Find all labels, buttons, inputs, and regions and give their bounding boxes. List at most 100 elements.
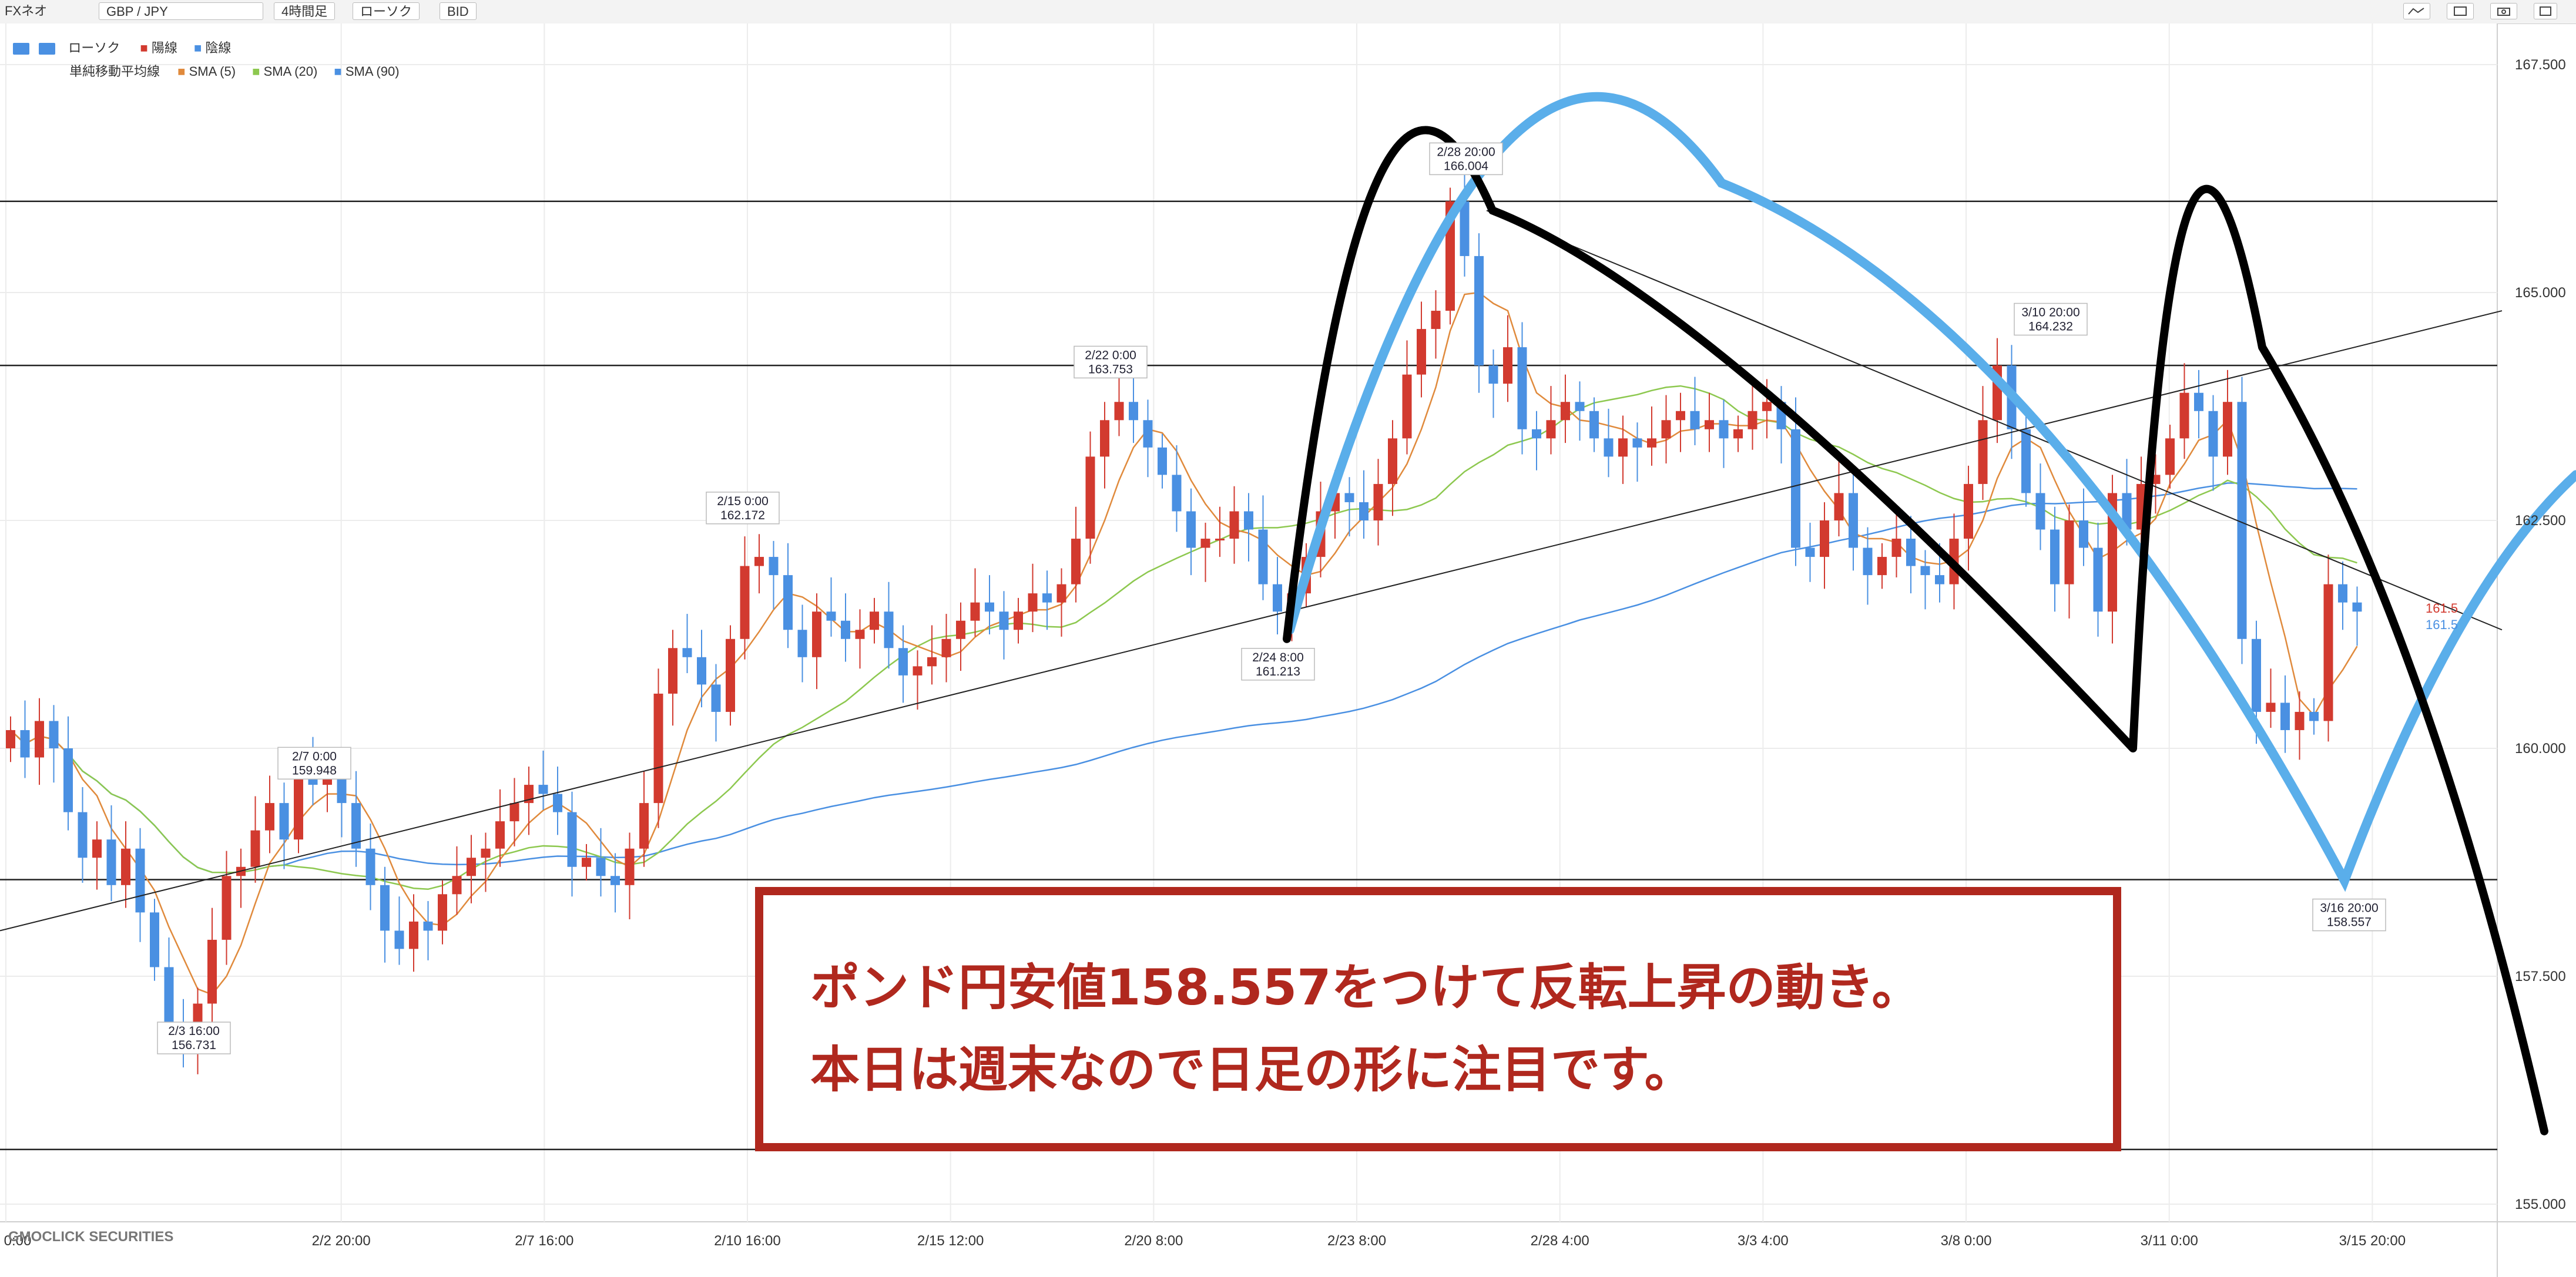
current-price-bid: 161.5: [2426, 601, 2458, 616]
candle-body: [1719, 420, 1729, 439]
candle-body: [1359, 502, 1368, 520]
candle-body: [1388, 438, 1397, 484]
x-tick-label: 2/28 4:00: [1531, 1233, 1589, 1249]
y-tick-label: 165.000: [2515, 285, 2566, 301]
candles: [6, 172, 2362, 1074]
legend-sma-group: 単純移動平均線: [69, 64, 160, 79]
candle-body: [1143, 420, 1153, 448]
annotation-price: 156.731: [172, 1039, 216, 1052]
x-tick-label: 3/8 0:00: [1941, 1233, 1992, 1249]
sma5-path: [10, 291, 2358, 996]
candle-body: [1676, 411, 1685, 421]
legend-expand-icon[interactable]: [39, 43, 56, 55]
candle-body: [1056, 584, 1066, 603]
annotation-box: [1241, 648, 1315, 681]
legend-toggle-icon[interactable]: [13, 43, 29, 55]
candle-chart-icon[interactable]: [2447, 3, 2474, 19]
candle-body: [1042, 593, 1052, 603]
candle-body: [2165, 438, 2175, 475]
candle-body: [1863, 547, 1873, 576]
candle-body: [164, 967, 174, 1022]
sma5-line: [10, 291, 2358, 996]
candle-body: [1589, 411, 1599, 439]
comment-box: ポンド円安値158.557をつけて反転上昇の動き。 本日は週末なので日足の形に注…: [755, 887, 2121, 1151]
candle-body: [553, 794, 562, 812]
candle-body: [1964, 483, 1973, 539]
current-price-ask: 161.5: [2426, 617, 2458, 632]
annotation-time: 2/22 0:00: [1085, 348, 1136, 362]
candle-body: [1604, 438, 1614, 457]
x-tick-label: 2/2 20:00: [312, 1233, 371, 1249]
candle-body: [35, 721, 44, 758]
legend-up-swatch: ■: [140, 41, 148, 55]
candle-body: [2338, 584, 2347, 603]
toolbar: FXネオ GBP / JPY 4時間足 ローソク BID: [0, 0, 2576, 24]
candle-body: [1488, 365, 1498, 384]
candle-body: [1920, 566, 1930, 576]
candle-body: [1402, 374, 1412, 439]
candle-body: [1849, 493, 1858, 548]
candle-body: [826, 611, 836, 621]
annotation-box: [2312, 898, 2386, 932]
candle-body: [2179, 392, 2189, 439]
annotation-price: 163.753: [1088, 362, 1133, 376]
candle-body: [20, 730, 30, 758]
comment-line-2: 本日は週末なので日足の形に注目です。: [810, 1041, 1694, 1098]
annotation-box: [277, 747, 351, 780]
annotation-price: 161.213: [1256, 665, 1300, 678]
y-tick-label: 162.500: [2515, 513, 2566, 529]
annotation-time: 2/28 20:00: [1437, 145, 1495, 159]
uptrend-line: [0, 310, 2503, 932]
candle-body: [1273, 584, 1282, 612]
x-tick-label: 3/15 20:00: [2339, 1233, 2406, 1249]
symbol-select[interactable]: GBP / JPY: [99, 2, 263, 20]
candle-body: [1417, 329, 1426, 375]
candle-body: [1690, 411, 1700, 429]
camera-icon[interactable]: [2490, 3, 2517, 19]
candle-body: [49, 721, 59, 748]
candle-body: [1258, 529, 1268, 584]
candle-body: [783, 575, 793, 630]
annotation-price: 158.557: [2327, 916, 2372, 929]
candle-body: [495, 821, 505, 849]
candle-body: [452, 876, 462, 895]
candle-body: [1028, 593, 1038, 612]
candle-body: [812, 611, 821, 657]
candle-body: [2295, 711, 2305, 730]
price-type-select[interactable]: BID: [440, 2, 477, 20]
y-tick-label: 157.500: [2515, 969, 2566, 984]
candle-body: [941, 638, 951, 657]
candle-body: [1244, 511, 1253, 530]
annotation-box: [1429, 142, 1503, 176]
candle-body: [1229, 511, 1239, 539]
legend-row-2: 単純移動平均線 ■ SMA (5) ■ SMA (20) ■ SMA (90): [69, 61, 400, 80]
candle-body: [841, 620, 850, 639]
candle-body: [1661, 420, 1671, 439]
candle-body: [625, 848, 635, 885]
candle-body: [106, 839, 116, 885]
candle-body: [2208, 411, 2218, 457]
comment-line-1: ポンド円安値158.557をつけて反転上昇の動き。: [810, 959, 1921, 1016]
annotation-time: 2/3 16:00: [168, 1024, 220, 1038]
x-tick-label: 2/1 0:00: [0, 1233, 31, 1249]
candle-body: [884, 611, 894, 648]
annotation-time: 2/15 0:00: [717, 495, 769, 508]
candle-body: [1200, 539, 1210, 548]
timeframe-select[interactable]: 4時間足: [274, 2, 336, 20]
candle-body: [2352, 602, 2362, 612]
black-wave-drawing: [1283, 126, 2548, 1135]
window-icon[interactable]: [2534, 3, 2557, 19]
downtrend-line: [1486, 210, 2503, 631]
candle-body: [2309, 711, 2319, 721]
candle-body: [913, 666, 923, 676]
chart-type-select[interactable]: ローソク: [353, 2, 420, 20]
annotation-time: 2/7 0:00: [292, 750, 337, 763]
candle-body: [1129, 402, 1138, 421]
legend-up-label: 陽線: [151, 41, 177, 55]
candle-body: [927, 657, 937, 667]
trend-lines: [0, 210, 2503, 932]
candle-body: [409, 921, 418, 949]
line-chart-icon[interactable]: [2403, 3, 2430, 19]
candle-body: [438, 894, 447, 931]
candle-body: [265, 803, 274, 831]
